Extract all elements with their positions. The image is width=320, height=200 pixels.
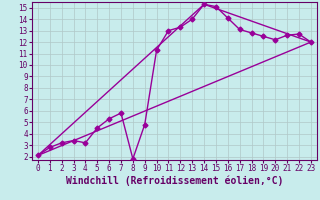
X-axis label: Windchill (Refroidissement éolien,°C): Windchill (Refroidissement éolien,°C)	[66, 176, 283, 186]
